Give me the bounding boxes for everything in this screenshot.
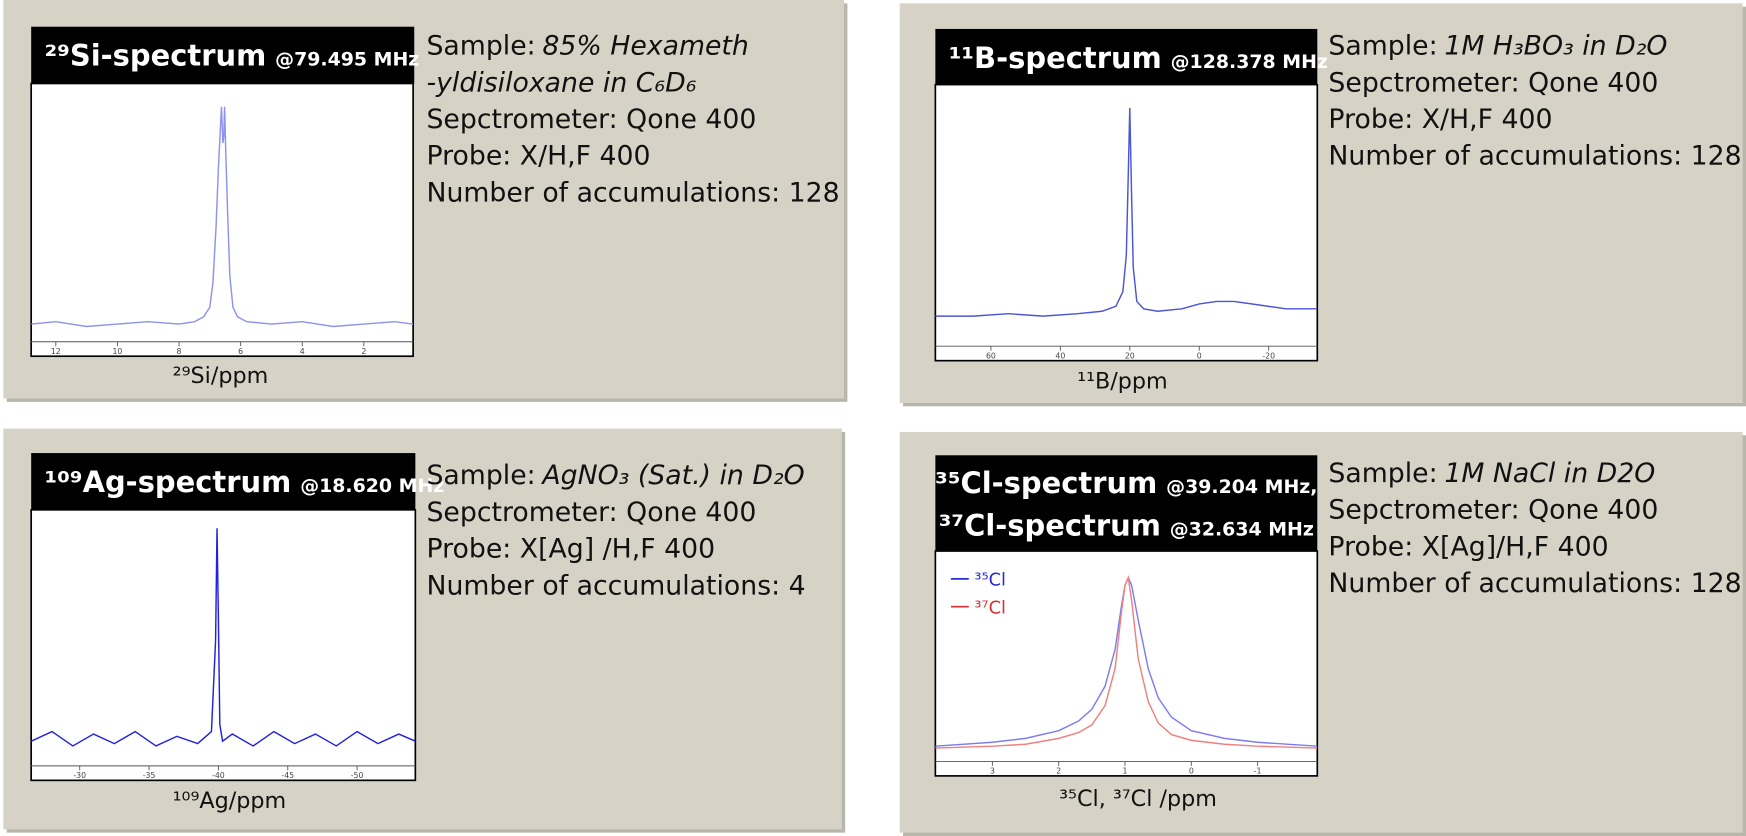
sample-label: Sample: [426,460,535,491]
x-tick-label: -50 [351,771,364,780]
x-tick-label: -35 [143,771,156,780]
x-tick-label: 12 [51,347,61,356]
title-frequency: @79.495 MHz [275,49,419,71]
title-box [935,455,1318,552]
plot-area [934,83,1319,362]
x-tick-label: 6 [238,347,243,356]
x-axis-label: ³⁵Cl, ³⁷Cl /ppm [1059,786,1217,812]
info-line: Number of accumulations: 128 [426,177,839,208]
x-tick-label: -40 [212,771,225,780]
info-line: Number of accumulations: 128 [1328,141,1741,172]
x-tick-label: 1 [1123,767,1128,776]
title-text: ¹¹B-spectrum [949,41,1162,75]
x-tick-label: 10 [112,347,122,356]
info-line: Probe: X[Ag]/H,F 400 [1328,531,1608,562]
panel-title: ²⁹Si-spectrum @79.495 MHz [45,39,420,73]
x-tick-label: 0 [1189,767,1194,776]
info-line: Probe: X[Ag] /H,F 400 [426,534,715,565]
title-frequency: @18.620 MHz [300,475,444,497]
sample-label: Sample: [1328,458,1437,489]
sample-text: AgNO₃ (Sat.) in D₂O [540,460,804,491]
info-line: Sample: 85% Hexameth [426,31,748,62]
x-tick-label: 2 [1056,767,1061,776]
info-line: Sepctrometer: Qone 400 [426,497,756,528]
title-text: ³⁵Cl-spectrum [935,466,1157,500]
info-line: Sample: 1M H₃BO₃ in D₂O [1328,31,1667,62]
sample-label: Sample: [1328,31,1437,62]
x-tick-label: 60 [986,351,996,360]
sample-label: Sample: [426,31,535,62]
info-line: Number of accumulations: 128 [1328,568,1741,599]
x-axis-label: ²⁹Si/ppm [173,363,269,389]
info-line: Number of accumulations: 4 [426,570,805,601]
x-axis-label: ¹⁰⁹Ag/ppm [173,788,287,814]
x-axis-label: ¹¹B/ppm [1077,369,1168,395]
title-frequency: @32.634 MHz [1170,518,1314,540]
info-line: Probe: X/H,F 400 [426,141,650,172]
sample-text: 1M NaCl in D2O [1444,458,1655,489]
title-text: ²⁹Si-spectrum [45,39,267,73]
title-frequency: @39.204 MHz, [1166,476,1317,498]
info-line: Probe: X/H,F 400 [1328,104,1552,135]
x-tick-label: 40 [1055,351,1065,360]
x-tick-label: -45 [281,771,294,780]
title-text: ³⁷Cl-spectrum [939,508,1161,542]
x-tick-label: 2 [361,347,366,356]
title-box [935,28,1318,85]
legend-label: ³⁷Cl [974,597,1006,618]
spectrum-line [31,106,414,328]
x-tick-label: -20 [1262,351,1275,360]
sample-text: -yldisiloxane in C₆D₆ [426,67,696,98]
info-line: Sample: AgNO₃ (Sat.) in D₂O [426,460,804,491]
panel-title: ¹¹B-spectrum @128.378 MHz [949,41,1328,75]
info-line: Sepctrometer: Qone 400 [1328,67,1658,98]
spectrum-line [935,574,1318,749]
sample-text: 1M H₃BO₃ in D₂O [1444,31,1667,62]
title-box [31,453,416,510]
plot-area [934,550,1319,777]
title-frequency: @128.378 MHz [1171,51,1328,73]
info-line: Sample: 1M NaCl in D2O [1328,458,1655,489]
title-text: ¹⁰⁹Ag-spectrum [45,465,292,499]
panel-title: ³⁵Cl-spectrum @39.204 MHz, [935,466,1317,500]
info-line: Sepctrometer: Qone 400 [426,104,756,135]
title-box [31,26,415,84]
x-tick-label: 20 [1125,351,1135,360]
panel-title: ³⁷Cl-spectrum @32.634 MHz [939,508,1314,542]
spectrum-line [31,528,416,747]
plot-area [30,509,417,782]
x-tick-label: 4 [300,347,305,356]
x-tick-label: 3 [990,767,995,776]
x-tick-label: 0 [1197,351,1202,360]
info-line: Sepctrometer: Qone 400 [1328,495,1658,526]
panel-title: ¹⁰⁹Ag-spectrum @18.620 MHz [45,465,445,499]
spectrum-line [935,107,1318,317]
x-tick-label: -1 [1254,767,1262,776]
x-tick-label: 8 [177,347,182,356]
legend-label: ³⁵Cl [974,570,1006,591]
sample-text: 85% Hexameth [542,31,749,62]
x-tick-label: -30 [73,771,86,780]
